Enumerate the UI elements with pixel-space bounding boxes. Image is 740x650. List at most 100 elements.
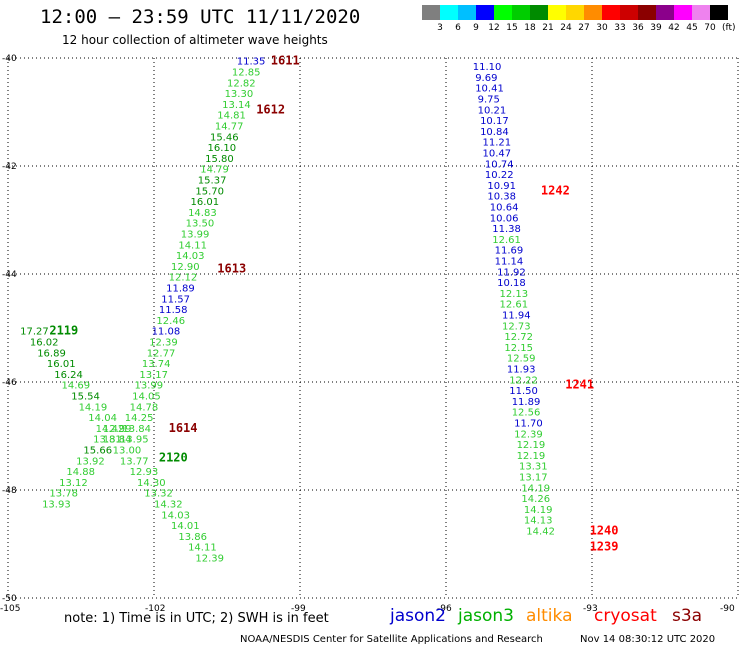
data-point-label: 10.06	[490, 213, 519, 224]
data-point-label: 10.41	[475, 84, 504, 95]
data-point-label: 13.17	[139, 370, 168, 381]
color-swatch	[710, 5, 728, 20]
x-tick-label: -96	[437, 604, 452, 614]
color-unit-label: (ft)	[722, 23, 736, 33]
pass-label: 1612	[256, 102, 285, 116]
data-point-label: 12.85	[232, 68, 261, 79]
data-point-label: 14.42	[526, 527, 555, 538]
color-tick-label: 30	[596, 23, 608, 33]
data-point-label: 10.21	[478, 105, 507, 116]
data-point-label: 16.02	[30, 338, 59, 349]
pass-label: 1239	[590, 540, 619, 554]
data-point-label: 14.69	[62, 381, 91, 392]
data-point-label: 13.50	[186, 219, 215, 230]
data-point-label: 14.81	[217, 111, 246, 122]
color-tick-label: 15	[506, 23, 518, 33]
data-point-label: 12.19	[517, 440, 546, 451]
data-point-label: 13.99	[135, 381, 164, 392]
data-point-label: 10.47	[483, 149, 512, 160]
legend-item-altika: altika	[526, 606, 573, 626]
color-swatch	[584, 5, 602, 20]
data-point-label: 13.00	[113, 446, 142, 457]
color-tick-label: 3	[437, 23, 443, 33]
color-swatch	[494, 5, 512, 20]
data-point-label: 11.57	[161, 294, 190, 305]
data-point-label: 14.83	[188, 208, 217, 219]
data-point-label: 15.80	[205, 154, 234, 165]
data-point-label: 13.95	[120, 435, 149, 446]
data-point-label: 12.61	[500, 300, 529, 311]
data-point-label: 10.17	[480, 116, 509, 127]
pass-label: 2119	[49, 324, 78, 338]
color-swatch	[638, 5, 656, 20]
color-tick-label: 24	[560, 23, 572, 33]
data-point-label: 11.14	[495, 257, 524, 268]
data-point-label: 14.04	[88, 413, 117, 424]
data-point-label: 12.72	[504, 332, 533, 343]
x-tick-label: -90	[720, 604, 735, 614]
data-point-label: 9.69	[475, 73, 497, 84]
y-tick-label: -50	[2, 594, 17, 604]
data-point-label: 14.79	[200, 165, 229, 176]
data-point-label: 10.91	[487, 181, 516, 192]
data-point-label: 16.01	[191, 197, 220, 208]
y-tick-label: -46	[2, 378, 17, 388]
color-swatch	[458, 5, 476, 20]
legend-item-cryosat: cryosat	[594, 606, 657, 626]
color-tick-label: 42	[668, 23, 680, 33]
data-point-label: 12.15	[504, 343, 533, 354]
color-swatch	[692, 5, 710, 20]
data-point-label: 13.30	[225, 89, 254, 100]
color-tick-label: 36	[632, 23, 644, 33]
data-point-label: 11.92	[497, 267, 526, 278]
pass-label: 2120	[159, 451, 188, 465]
data-point-label: 12.12	[169, 273, 198, 284]
data-point-label: 10.74	[485, 159, 514, 170]
data-point-label: 12.61	[492, 235, 521, 246]
data-point-label: 11.10	[473, 62, 502, 73]
y-tick-label: -44	[2, 270, 17, 280]
data-point-label: 14.01	[171, 521, 200, 532]
data-point-label: 12.82	[227, 78, 256, 89]
data-point-label: 13.84	[122, 424, 151, 435]
data-point-label: 11.94	[502, 311, 531, 322]
generation-timestamp: Nov 14 08:30:12 UTC 2020	[580, 634, 716, 645]
footer-note: note: 1) Time is in UTC; 2) SWH is in fe…	[64, 611, 329, 626]
data-point-label: 14.26	[521, 494, 550, 505]
data-point-label: 11.08	[152, 327, 181, 338]
data-point-label: 13.86	[178, 532, 207, 543]
data-point-label: 14.77	[215, 122, 244, 133]
data-point-label: 14.19	[521, 483, 550, 494]
data-point-label: 13.99	[181, 230, 210, 241]
color-swatch	[656, 5, 674, 20]
data-point-label: 11.89	[512, 397, 541, 408]
data-point-label: 13.92	[76, 456, 105, 467]
color-tick-label: 45	[686, 23, 698, 33]
data-point-label: 14.03	[176, 251, 205, 262]
data-point-label: 14.05	[132, 392, 161, 403]
color-swatch	[440, 5, 458, 20]
data-point-label: 13.31	[519, 462, 548, 473]
data-point-label: 16.01	[47, 359, 76, 370]
data-point-label: 13.74	[142, 359, 171, 370]
data-point-label: 12.39	[149, 338, 178, 349]
data-point-label: 11.69	[495, 246, 524, 257]
data-point-label: 14.32	[154, 500, 183, 511]
data-point-label: 14.11	[188, 543, 217, 554]
data-point-label: 11.93	[507, 365, 536, 376]
legend-item-jason3: jason3	[458, 606, 514, 626]
data-point-label: 13.77	[120, 456, 149, 467]
page-title: 12:00 – 23:59 UTC 11/11/2020	[40, 6, 361, 28]
data-point-label: 14.30	[137, 478, 166, 489]
data-point-label: 14.25	[125, 413, 154, 424]
data-point-label: 12.99	[103, 424, 132, 435]
data-point-label: 13.81	[93, 435, 122, 446]
data-point-label: 9.75	[478, 95, 500, 106]
data-point-label: 12.39	[514, 429, 543, 440]
data-point-label: 14.19	[79, 402, 108, 413]
y-tick-label: -48	[2, 486, 17, 496]
data-point-label: 13.84	[103, 435, 132, 446]
data-point-label: 12.13	[500, 289, 529, 300]
color-swatch	[620, 5, 638, 20]
color-swatch	[602, 5, 620, 20]
